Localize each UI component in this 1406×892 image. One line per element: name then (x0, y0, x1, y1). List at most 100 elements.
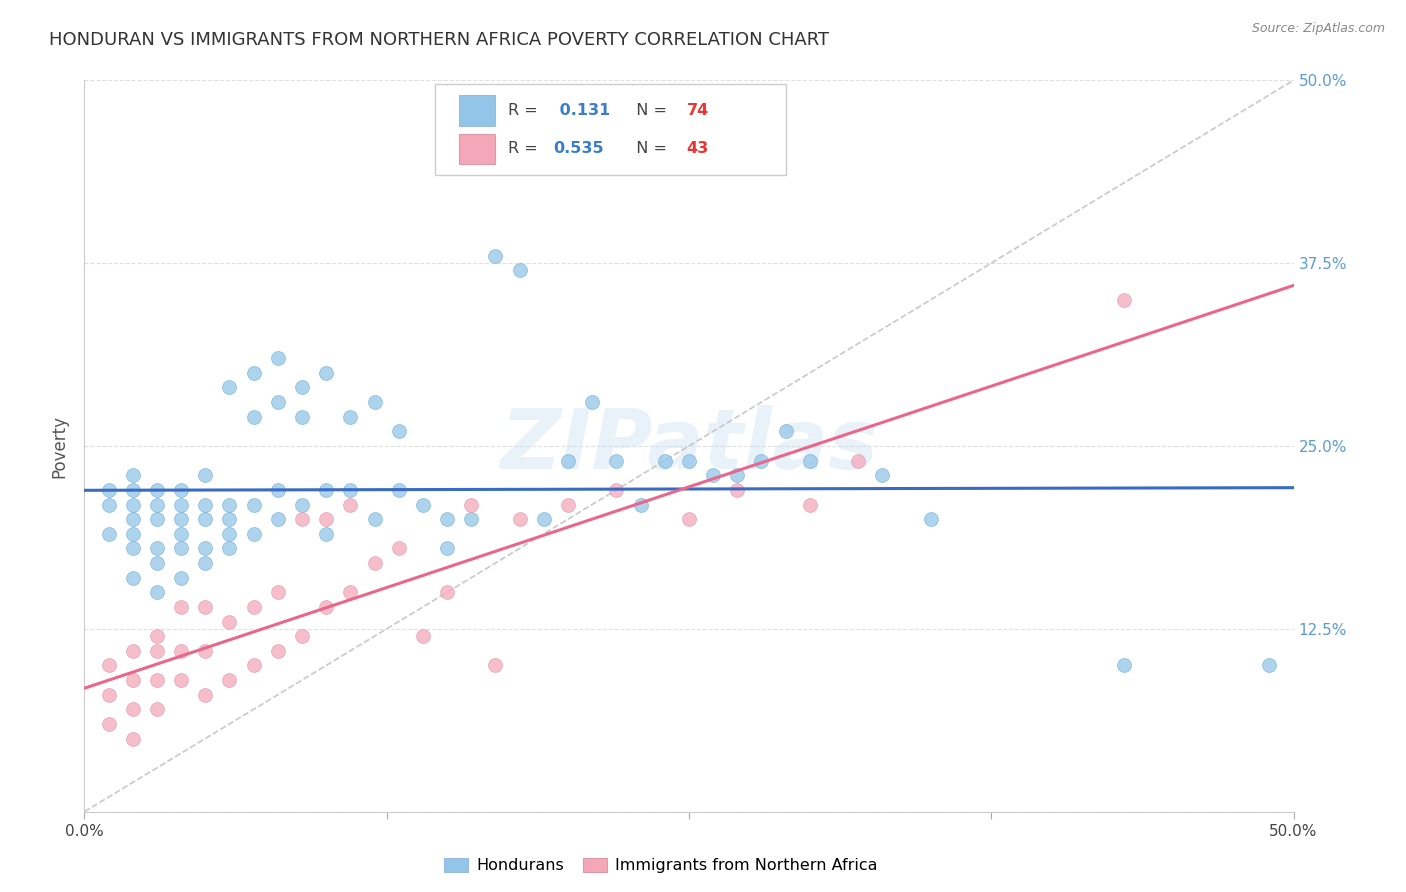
Point (267, 512, 290, 526)
Point (121, 571, 143, 585)
Point (291, 380, 314, 394)
Point (146, 483, 169, 497)
Point (170, 526, 193, 541)
Point (242, 498, 264, 512)
Point (97, 498, 120, 512)
Point (97, 526, 120, 541)
Point (315, 526, 337, 541)
Point (315, 483, 337, 497)
Point (146, 585, 169, 599)
Point (775, 425, 797, 439)
Point (170, 571, 193, 585)
Point (872, 468, 894, 483)
Point (291, 512, 314, 526)
Point (170, 673, 193, 687)
Point (654, 453, 676, 467)
Text: HONDURAN VS IMMIGRANTS FROM NORTHERN AFRICA POVERTY CORRELATION CHART: HONDURAN VS IMMIGRANTS FROM NORTHERN AFR… (49, 31, 830, 49)
Point (339, 483, 361, 497)
Text: ZIPatlas: ZIPatlas (501, 406, 877, 486)
Point (460, 498, 482, 512)
Point (267, 351, 290, 366)
Text: N =: N = (626, 103, 672, 118)
Point (218, 526, 240, 541)
Point (146, 498, 169, 512)
Point (218, 380, 240, 394)
Point (121, 541, 143, 556)
Point (291, 629, 314, 643)
Point (242, 526, 264, 541)
Point (97, 483, 120, 497)
Point (194, 468, 217, 483)
Text: 43: 43 (686, 142, 709, 156)
Point (605, 453, 627, 467)
Point (605, 483, 627, 497)
FancyBboxPatch shape (460, 134, 495, 164)
Point (267, 644, 290, 658)
Point (725, 468, 748, 483)
Point (146, 541, 169, 556)
Point (533, 512, 555, 526)
Point (121, 731, 143, 746)
Point (630, 498, 652, 512)
Text: R =: R = (508, 142, 543, 156)
Point (363, 395, 385, 409)
Point (920, 512, 942, 526)
Point (799, 498, 821, 512)
Point (218, 615, 240, 629)
FancyBboxPatch shape (460, 95, 495, 126)
Point (267, 395, 290, 409)
Point (725, 483, 748, 497)
Point (194, 688, 217, 702)
Point (436, 512, 458, 526)
Text: 74: 74 (686, 103, 709, 118)
Point (121, 673, 143, 687)
Point (291, 409, 314, 424)
Point (218, 673, 240, 687)
Point (194, 644, 217, 658)
Point (194, 599, 217, 614)
Point (678, 512, 700, 526)
Point (846, 453, 869, 467)
Point (121, 702, 143, 716)
FancyBboxPatch shape (434, 84, 786, 176)
Text: N =: N = (626, 142, 672, 156)
Point (509, 512, 531, 526)
Text: 0.535: 0.535 (554, 142, 605, 156)
Point (509, 263, 531, 277)
Y-axis label: Poverty: Poverty (51, 415, 69, 477)
Point (121, 526, 143, 541)
Point (484, 249, 506, 263)
Point (121, 483, 143, 497)
Point (146, 644, 169, 658)
Point (194, 556, 217, 570)
Text: R =: R = (508, 103, 543, 118)
Text: 0.131: 0.131 (554, 103, 610, 118)
Point (146, 673, 169, 687)
Point (1114, 658, 1136, 673)
Point (339, 498, 361, 512)
Point (170, 498, 193, 512)
Point (121, 644, 143, 658)
Point (799, 453, 821, 467)
Point (170, 483, 193, 497)
Point (194, 541, 217, 556)
Point (146, 512, 169, 526)
Point (412, 498, 434, 512)
Point (242, 658, 264, 673)
Point (170, 599, 193, 614)
Point (242, 409, 264, 424)
Point (1114, 293, 1136, 307)
Point (170, 644, 193, 658)
Point (146, 556, 169, 570)
Point (97, 717, 120, 731)
Point (363, 556, 385, 570)
Point (170, 512, 193, 526)
Point (702, 468, 724, 483)
Point (315, 366, 337, 380)
Point (1258, 658, 1281, 673)
Text: Source: ZipAtlas.com: Source: ZipAtlas.com (1251, 22, 1385, 36)
Point (121, 512, 143, 526)
Point (315, 599, 337, 614)
Point (315, 512, 337, 526)
Point (97, 658, 120, 673)
